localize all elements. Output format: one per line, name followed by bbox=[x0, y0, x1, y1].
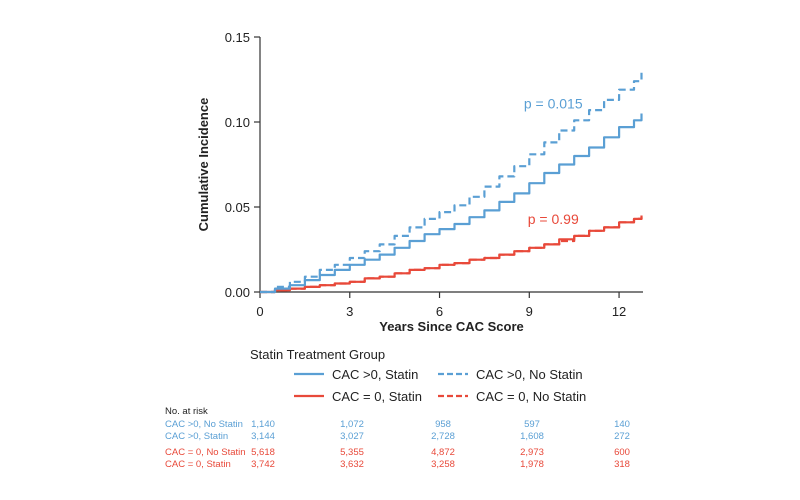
x-tick-label: 0 bbox=[256, 304, 263, 319]
risk-count: 958 bbox=[435, 419, 451, 430]
risk-table: No. at risk CAC >0, No Statin 1,140 1,072 95… bbox=[165, 406, 630, 470]
y-tick-label: 0.05 bbox=[225, 200, 250, 215]
p-value-annotation: p = 0.99 bbox=[528, 211, 579, 227]
risk-count: 140 bbox=[614, 419, 630, 430]
axes: 0.00 0.05 0.10 0.15 0 3 6 9 12 Years Since CAC Sc… bbox=[196, 30, 643, 334]
risk-row-label: CAC = 0, Statin bbox=[165, 459, 231, 470]
risk-count: 597 bbox=[524, 419, 540, 430]
risk-row-label: CAC = 0, No Statin bbox=[165, 447, 246, 458]
legend-label-series-cac-0-statin: CAC >0, Statin bbox=[332, 367, 418, 382]
annotations: p = 0.015 p = 0.99 bbox=[524, 95, 583, 227]
risk-count: 5,618 bbox=[251, 447, 275, 458]
x-tick-label: 12 bbox=[612, 304, 626, 319]
x-axis-title: Years Since CAC Score bbox=[379, 319, 524, 334]
risk-table-title: No. at risk bbox=[165, 406, 208, 417]
series-cac-0-statin-line bbox=[260, 113, 643, 294]
risk-count: 5,355 bbox=[340, 447, 364, 458]
x-tick-label: 9 bbox=[526, 304, 533, 319]
risk-count: 2,973 bbox=[520, 447, 544, 458]
risk-row-label: CAC >0, No Statin bbox=[165, 419, 243, 430]
legend: Statin Treatment Group CAC >0, Statin CAC … bbox=[250, 347, 586, 404]
risk-count: 3,144 bbox=[251, 431, 275, 442]
y-axis-title: Cumulative Incidence bbox=[196, 98, 211, 232]
series-cac-0-no-statin-line bbox=[260, 217, 643, 294]
risk-count: 3,632 bbox=[340, 459, 364, 470]
risk-count: 1,072 bbox=[340, 419, 364, 430]
risk-count: 4,872 bbox=[431, 447, 455, 458]
risk-row-label: CAC >0, Statin bbox=[165, 431, 228, 442]
series-lines bbox=[260, 72, 643, 294]
risk-count: 600 bbox=[614, 447, 630, 458]
y-tick-label: 0.00 bbox=[225, 285, 250, 300]
risk-count: 1,978 bbox=[520, 459, 544, 470]
risk-count: 3,258 bbox=[431, 459, 455, 470]
x-tick-label: 6 bbox=[436, 304, 443, 319]
series-cac-0-no-statin-line bbox=[260, 72, 643, 294]
x-tick-label: 3 bbox=[346, 304, 353, 319]
y-tick-label: 0.15 bbox=[225, 30, 250, 45]
risk-count: 2,728 bbox=[431, 431, 455, 442]
risk-count: 3,027 bbox=[340, 431, 364, 442]
p-value-annotation: p = 0.015 bbox=[524, 95, 583, 111]
risk-count: 1,140 bbox=[251, 419, 275, 430]
legend-label-series-cac-0-statin: CAC = 0, Statin bbox=[332, 389, 422, 404]
risk-count: 272 bbox=[614, 431, 630, 442]
legend-label-series-cac-0-no-statin: CAC >0, No Statin bbox=[476, 367, 583, 382]
legend-label-series-cac-0-no-statin: CAC = 0, No Statin bbox=[476, 389, 586, 404]
legend-title: Statin Treatment Group bbox=[250, 347, 385, 362]
risk-count: 3,742 bbox=[251, 459, 275, 470]
risk-count: 318 bbox=[614, 459, 630, 470]
risk-count: 1,608 bbox=[520, 431, 544, 442]
y-tick-label: 0.10 bbox=[225, 115, 250, 130]
